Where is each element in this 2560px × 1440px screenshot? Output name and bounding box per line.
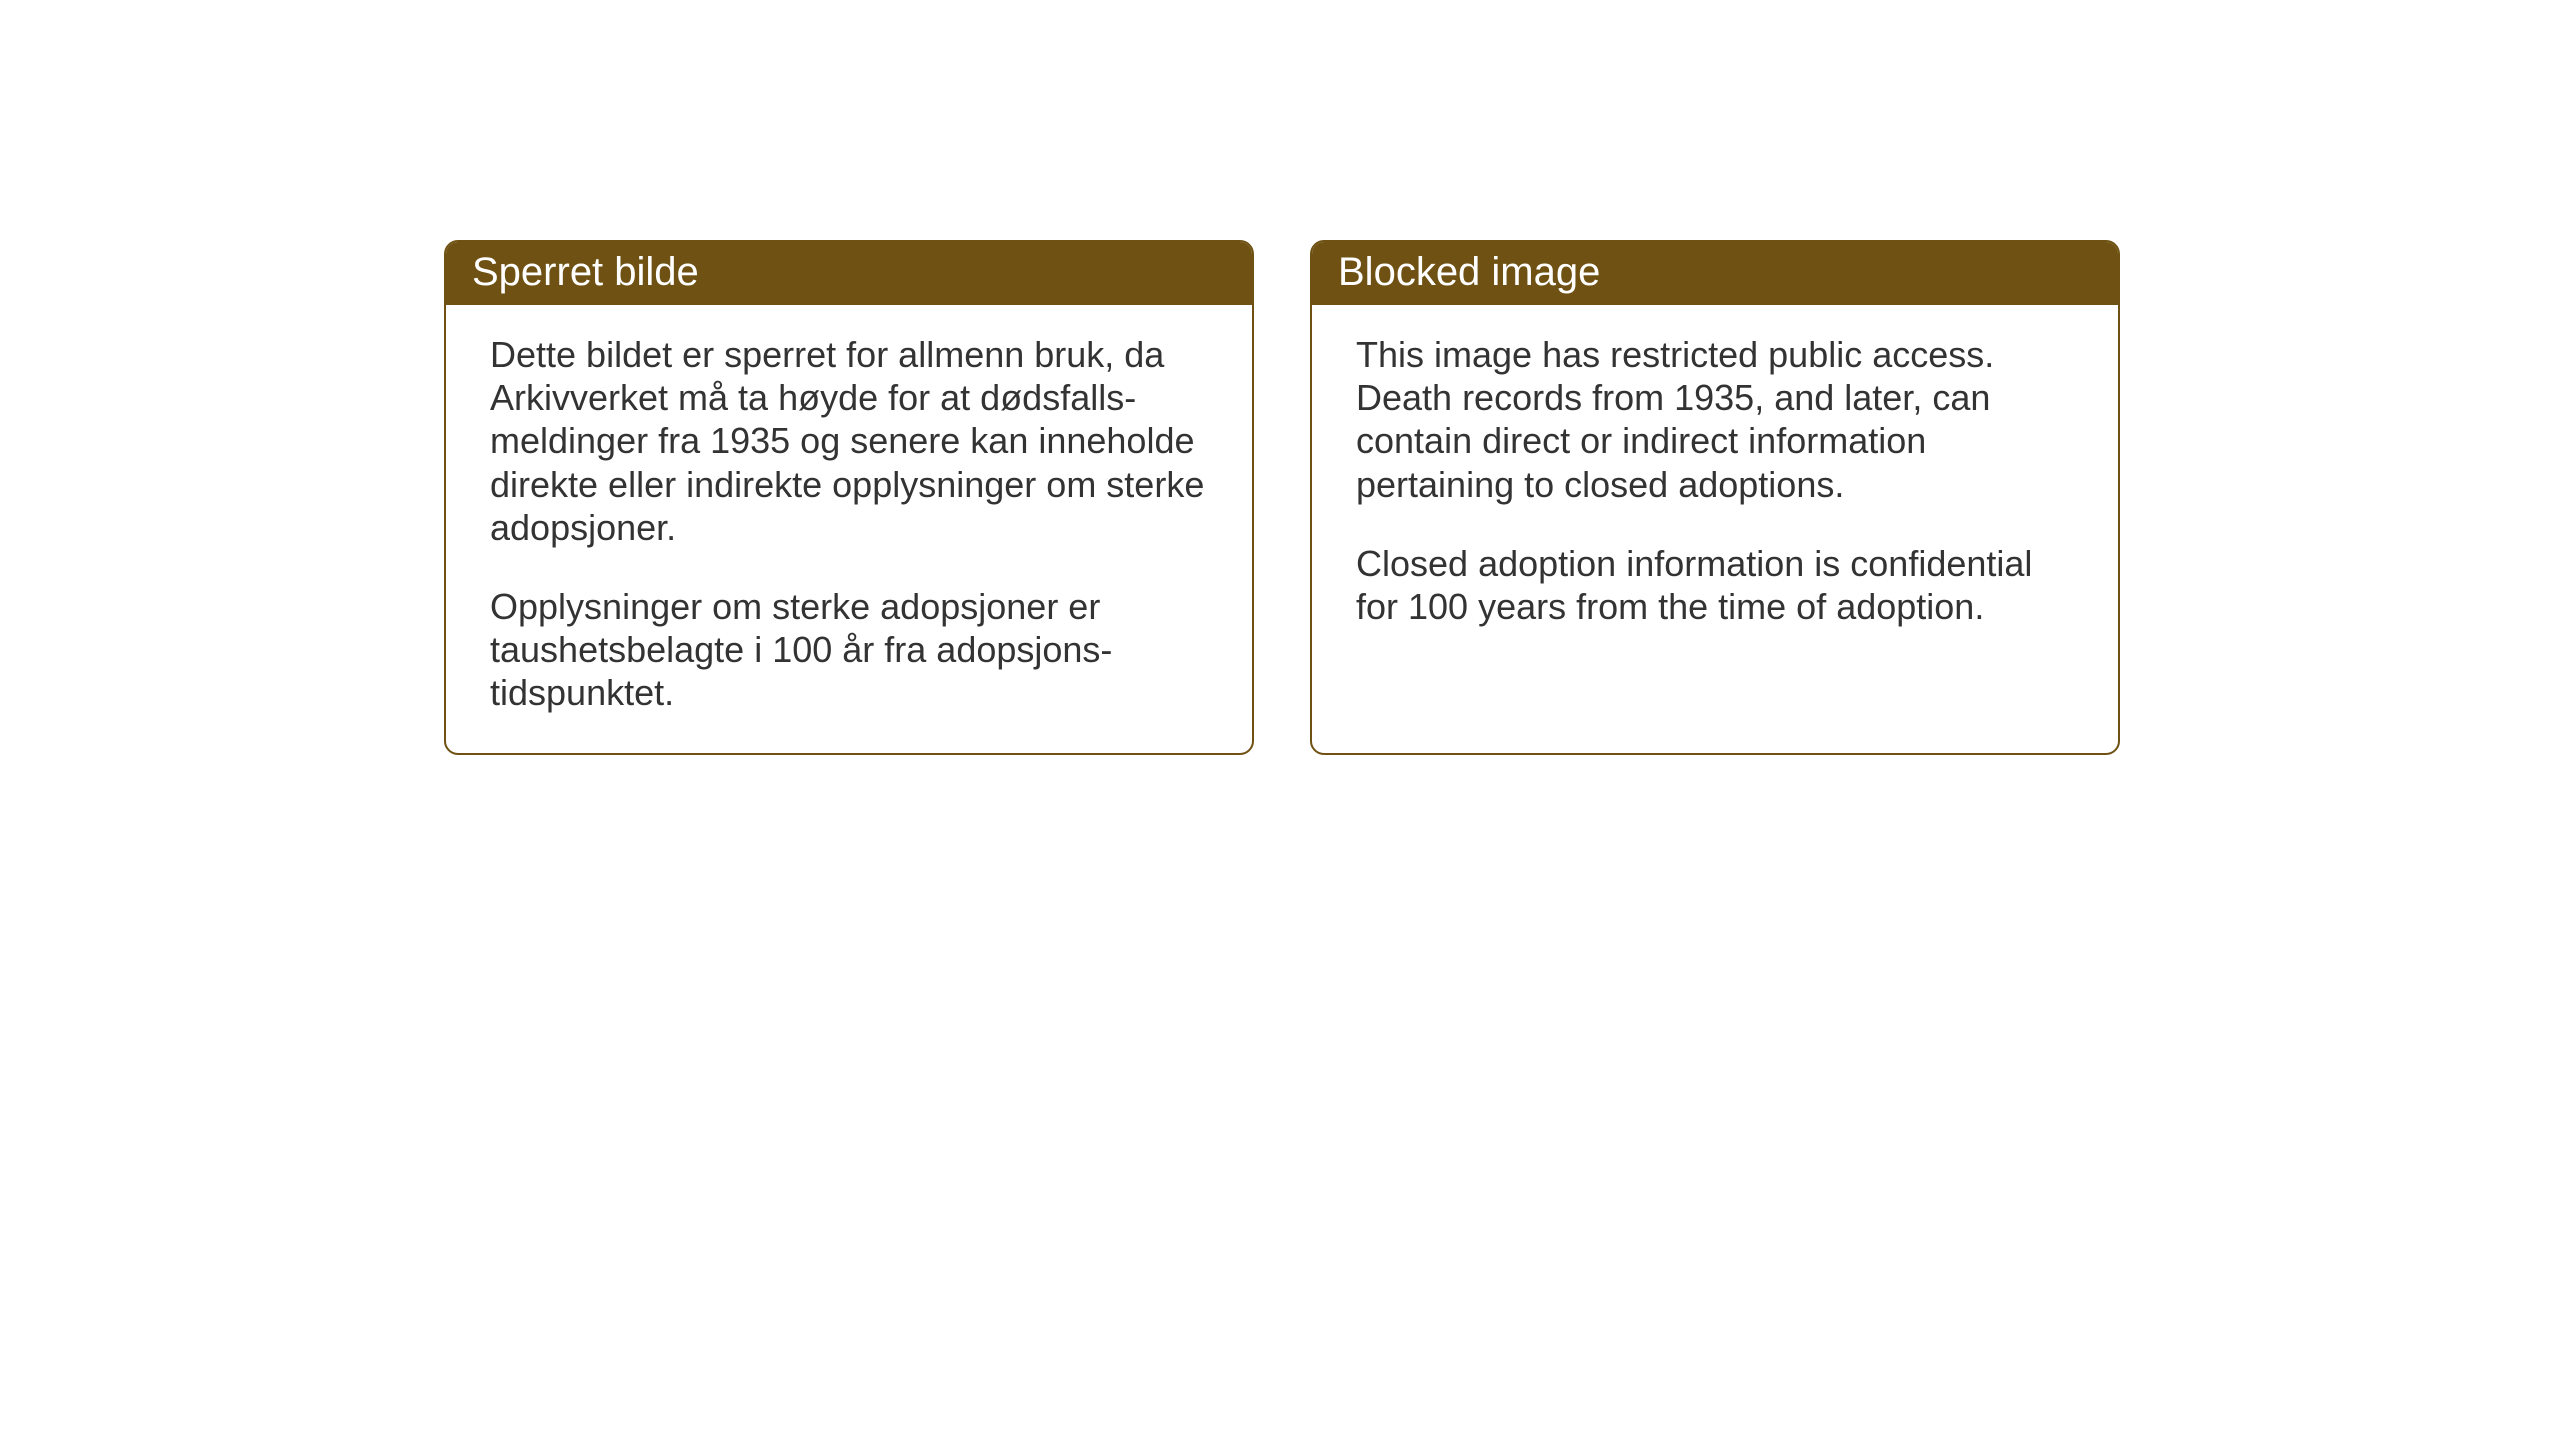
english-card-body: This image has restricted public access.… (1312, 305, 2118, 748)
norwegian-paragraph-1: Dette bildet er sperret for allmenn bruk… (490, 333, 1208, 549)
english-paragraph-1: This image has restricted public access.… (1356, 333, 2074, 506)
norwegian-card-title: Sperret bilde (446, 242, 1252, 305)
english-paragraph-2: Closed adoption information is confident… (1356, 542, 2074, 628)
norwegian-card-body: Dette bildet er sperret for allmenn bruk… (446, 305, 1252, 753)
english-card: Blocked image This image has restricted … (1310, 240, 2120, 755)
english-card-title: Blocked image (1312, 242, 2118, 305)
norwegian-paragraph-2: Opplysninger om sterke adopsjoner er tau… (490, 585, 1208, 715)
norwegian-card: Sperret bilde Dette bildet er sperret fo… (444, 240, 1254, 755)
notice-container: Sperret bilde Dette bildet er sperret fo… (444, 240, 2120, 755)
